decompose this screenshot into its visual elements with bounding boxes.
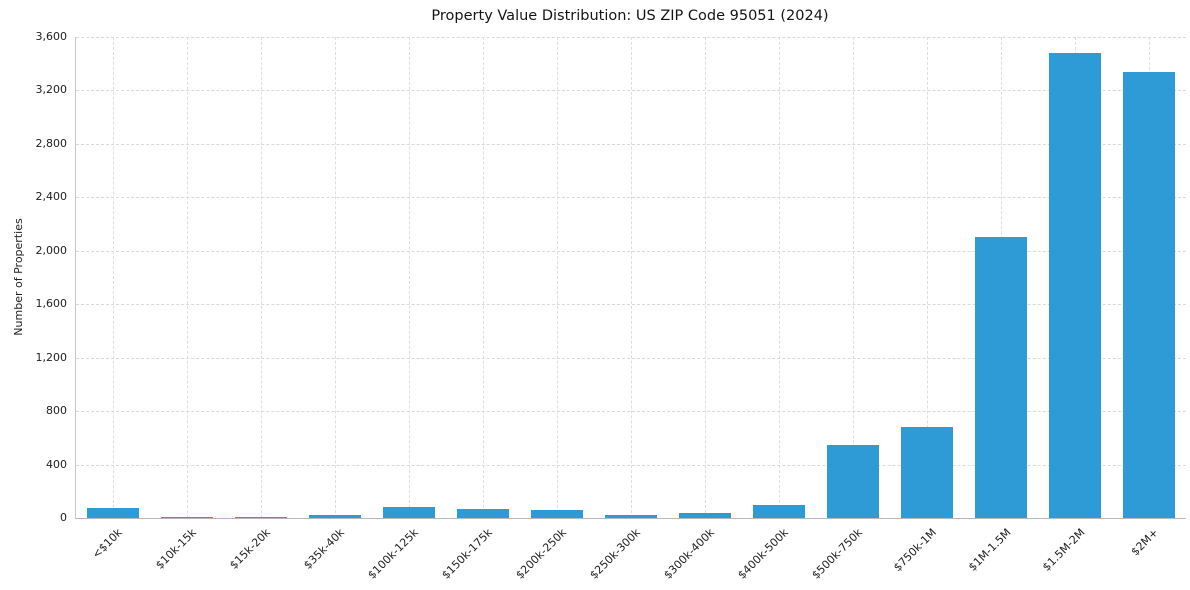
x-tick-label: $100k-125k: [365, 526, 422, 582]
vertical-gridline: [927, 37, 928, 518]
y-tick-label: 1,600: [35, 297, 68, 311]
bar-$1M-1.5M: [975, 237, 1027, 518]
vertical-gridline: [557, 37, 558, 518]
vertical-gridline: [705, 37, 706, 518]
vertical-gridline: [853, 37, 854, 518]
vertical-gridline: [261, 37, 262, 518]
bar-$500k-750k: [827, 445, 879, 518]
vertical-gridline: [113, 37, 114, 518]
x-tick-label: $250k-300k: [587, 526, 644, 582]
x-tick-label: $150k-175k: [439, 526, 496, 582]
x-tick-label: $10k-15k: [153, 526, 200, 572]
bar-$400k-500k: [753, 505, 805, 518]
y-tick-label: 1,200: [35, 350, 68, 364]
chart-title: Property Value Distribution: US ZIP Code…: [431, 8, 829, 24]
y-tick-label: 400: [46, 457, 67, 471]
plot-area: [75, 37, 1186, 519]
bar-$2M+: [1123, 72, 1175, 518]
y-tick-label: 800: [46, 404, 67, 418]
y-tick-label: 2,800: [35, 136, 68, 150]
vertical-gridline: [409, 37, 410, 518]
x-tick-label: $500k-750k: [809, 526, 866, 582]
vertical-gridline: [631, 37, 632, 518]
bar-<$10k: [87, 508, 139, 518]
vertical-gridline: [335, 37, 336, 518]
x-tick-label: $200k-250k: [513, 526, 570, 582]
y-tick-label: 3,200: [35, 83, 68, 97]
x-tick-label: $1.5M-2M: [1039, 526, 1088, 574]
y-tick-label: 2,400: [35, 190, 68, 204]
bar-$200k-250k: [531, 510, 583, 518]
x-tick-label: $400k-500k: [735, 526, 792, 582]
x-tick-label: $1M-1.5M: [965, 526, 1014, 574]
bar-$750k-1M: [901, 427, 953, 518]
y-tick-label: 0: [60, 511, 67, 524]
vertical-gridline: [187, 37, 188, 518]
x-tick-label: $2M+: [1128, 526, 1162, 559]
vertical-gridline: [779, 37, 780, 518]
x-tick-label: $750k-1M: [891, 526, 940, 574]
x-tick-label: <$10k: [90, 526, 126, 562]
x-tick-label: $35k-40k: [301, 526, 348, 572]
bar-$1.5M-2M: [1049, 53, 1101, 518]
y-axis-label: Number of Properties: [12, 218, 25, 336]
y-tick-label: 3,600: [35, 30, 68, 43]
y-tick-label: 2,000: [35, 243, 68, 257]
vertical-gridline: [483, 37, 484, 518]
bar-$250k-300k: [605, 515, 657, 518]
bar-$300k-400k: [679, 513, 731, 518]
bar-$10k-15k: [161, 517, 213, 518]
bar-$150k-175k: [457, 509, 509, 518]
x-tick-label: $15k-20k: [227, 526, 274, 572]
bar-$100k-125k: [383, 507, 435, 518]
bar-$15k-20k: [235, 517, 287, 518]
x-tick-label: $300k-400k: [661, 526, 718, 582]
bar-$35k-40k: [309, 515, 361, 518]
